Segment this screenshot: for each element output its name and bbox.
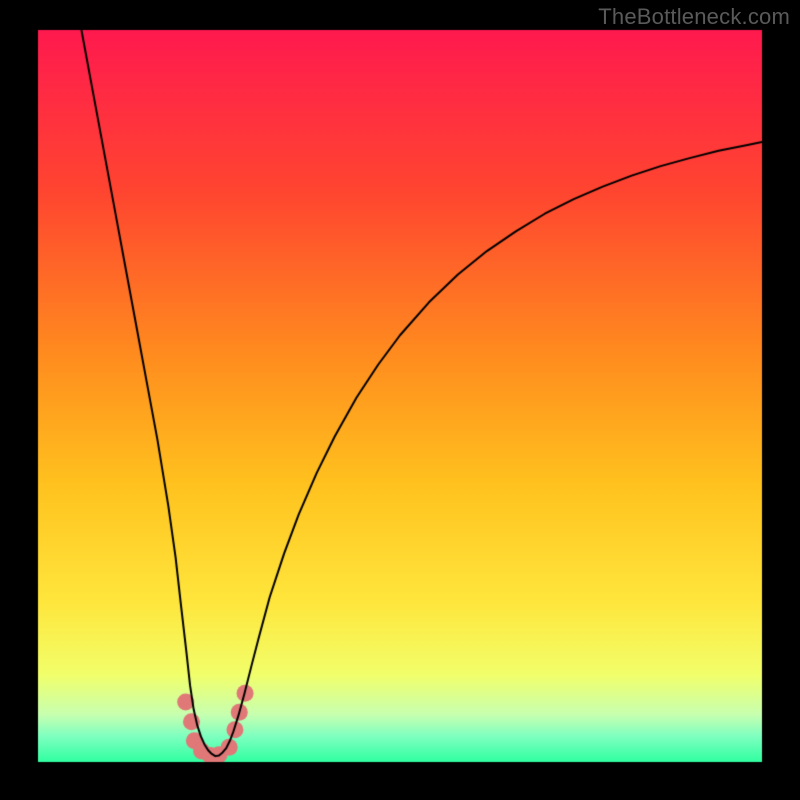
bottleneck-curve-chart <box>0 0 800 800</box>
watermark-text: TheBottleneck.com <box>598 4 790 30</box>
figure-root: TheBottleneck.com <box>0 0 800 800</box>
